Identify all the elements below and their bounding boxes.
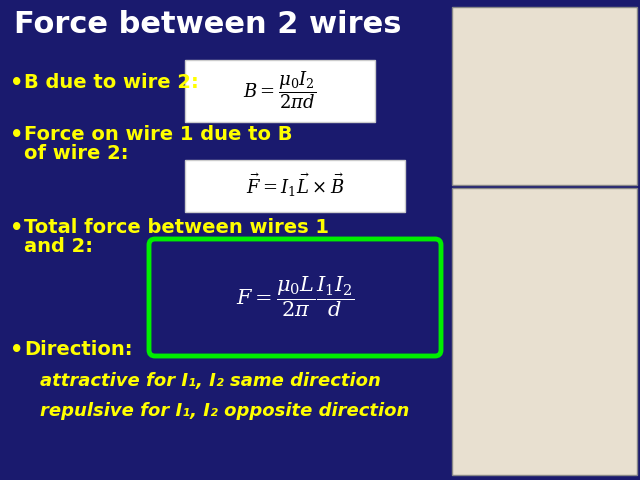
Text: •: • <box>10 218 24 238</box>
Text: attractive for I₁, I₂ same direction: attractive for I₁, I₂ same direction <box>40 372 381 390</box>
Text: Total force between wires 1: Total force between wires 1 <box>24 218 329 237</box>
Bar <box>185 60 375 122</box>
Bar <box>452 7 637 185</box>
Bar <box>185 160 405 212</box>
Text: •: • <box>10 340 24 360</box>
Text: repulsive for I₁, I₂ opposite direction: repulsive for I₁, I₂ opposite direction <box>40 402 410 420</box>
Text: $\vec{F} = I_1 \vec{L} \times \vec{B}$: $\vec{F} = I_1 \vec{L} \times \vec{B}$ <box>246 171 344 199</box>
Text: •: • <box>10 125 24 145</box>
Text: $B = \dfrac{\mu_0 I_2}{2\pi d}$: $B = \dfrac{\mu_0 I_2}{2\pi d}$ <box>243 69 317 111</box>
Text: B due to wire 2:: B due to wire 2: <box>24 73 199 92</box>
FancyBboxPatch shape <box>149 239 441 356</box>
Bar <box>452 188 637 475</box>
Text: $F = \dfrac{\mu_0 L}{2\pi} \dfrac{I_1 I_2}{d}$: $F = \dfrac{\mu_0 L}{2\pi} \dfrac{I_1 I_… <box>236 275 354 319</box>
Text: and 2:: and 2: <box>24 237 93 256</box>
Text: Force between 2 wires: Force between 2 wires <box>14 10 401 39</box>
Text: •: • <box>10 73 24 93</box>
Text: Force on wire 1 due to B: Force on wire 1 due to B <box>24 125 292 144</box>
Text: Direction:: Direction: <box>24 340 132 359</box>
Text: of wire 2:: of wire 2: <box>24 144 129 163</box>
